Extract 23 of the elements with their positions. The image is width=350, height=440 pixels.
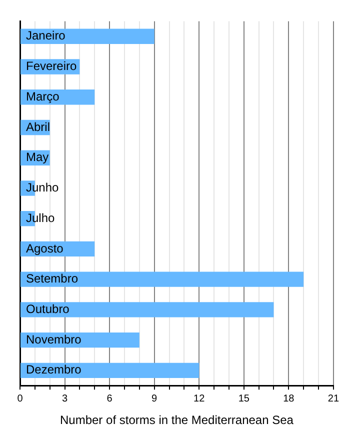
y-tick-label: May bbox=[26, 150, 49, 164]
x-tick-label: 18 bbox=[283, 393, 295, 404]
y-tick-label: Janeiro bbox=[26, 28, 66, 43]
y-tick-label: Agosto bbox=[26, 241, 64, 256]
x-tick-label: 3 bbox=[62, 393, 68, 404]
x-tick-label: 15 bbox=[238, 393, 250, 404]
y-tick-label: Outubro bbox=[26, 302, 70, 316]
y-tick-label: Setembro bbox=[26, 272, 78, 286]
x-tick-label: 9 bbox=[152, 393, 158, 404]
bar bbox=[20, 28, 154, 44]
x-tick-label: 0 bbox=[17, 393, 24, 404]
y-tick-label: Abril bbox=[26, 120, 50, 134]
x-tick-label: 6 bbox=[106, 393, 113, 404]
y-tick-label: Novembro bbox=[26, 332, 82, 346]
y-tick-label: Março bbox=[26, 89, 60, 104]
x-tick-label: 21 bbox=[328, 393, 340, 404]
y-tick-label: Fevereiro bbox=[26, 59, 78, 74]
bar bbox=[20, 302, 274, 318]
y-tick-label: Dezembro bbox=[26, 362, 82, 377]
bar bbox=[20, 362, 200, 378]
bar bbox=[20, 272, 304, 287]
x-axis-title: Number of storms in the Mediterranean Sea bbox=[60, 413, 294, 428]
x-tick-label: 12 bbox=[194, 393, 206, 404]
